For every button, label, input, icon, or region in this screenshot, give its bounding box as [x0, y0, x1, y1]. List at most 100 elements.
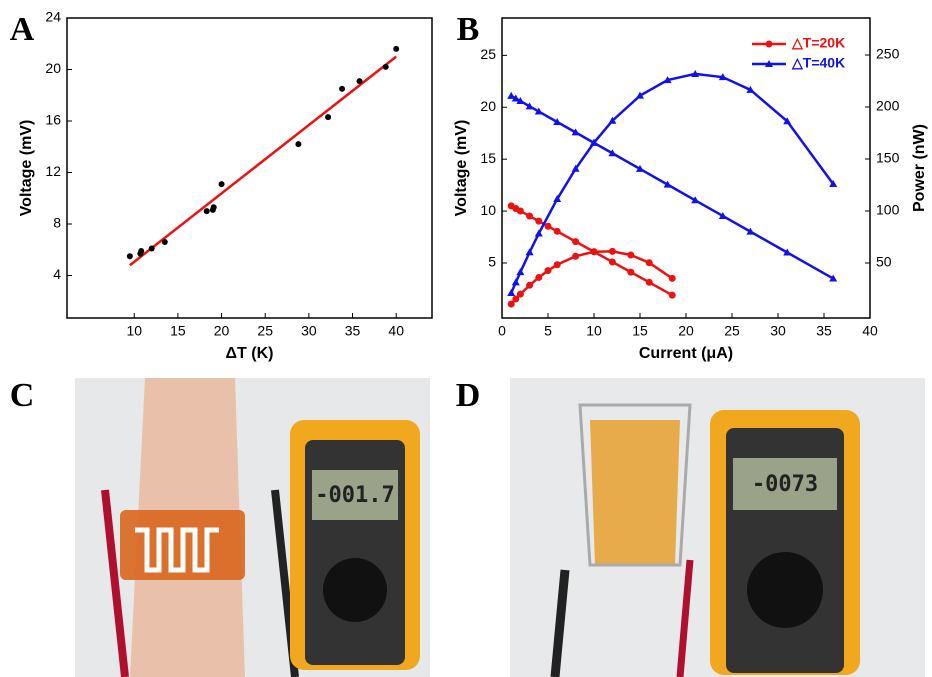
legend-label: △T=20K — [791, 35, 845, 51]
point — [572, 252, 580, 260]
legend-marker — [765, 40, 773, 48]
legend-marker — [765, 60, 773, 67]
point — [511, 278, 520, 286]
point — [512, 295, 520, 303]
point — [525, 102, 534, 110]
point — [516, 207, 524, 215]
point — [668, 274, 676, 282]
x-tick-label: 25 — [724, 323, 740, 339]
panel-label: A — [10, 11, 35, 48]
plot-frame — [66, 17, 433, 319]
point — [526, 212, 534, 220]
photo-c — [75, 378, 430, 677]
series-line — [510, 72, 835, 294]
point — [783, 117, 792, 125]
point — [148, 245, 155, 252]
panel-label: C — [10, 377, 35, 414]
point — [339, 85, 346, 92]
y-tick-label: 20 — [45, 60, 61, 76]
point — [553, 118, 562, 126]
point — [590, 248, 598, 256]
point — [572, 238, 580, 246]
x-tick-label: 20 — [678, 323, 694, 339]
point — [636, 164, 644, 172]
y-tick-label: 25 — [480, 46, 496, 62]
x-tick-label: 40 — [862, 323, 878, 339]
point — [507, 91, 516, 99]
point — [718, 73, 727, 81]
point — [571, 128, 580, 136]
point — [691, 196, 700, 204]
x-tick-label: 5 — [544, 323, 552, 339]
point — [829, 179, 838, 187]
point — [746, 227, 755, 235]
point — [507, 300, 515, 308]
y-tick-label: 12 — [45, 163, 61, 179]
point — [535, 273, 543, 281]
x-tick-label: 15 — [632, 323, 648, 339]
point — [203, 208, 210, 215]
panel-label: D — [456, 377, 481, 414]
point — [534, 229, 543, 237]
point — [636, 91, 644, 99]
point — [138, 248, 145, 255]
series-line — [510, 94, 834, 280]
point — [627, 251, 635, 259]
point — [590, 138, 598, 146]
y2-tick-label: 200 — [876, 98, 900, 114]
point — [126, 253, 133, 260]
x-tick-label: 25 — [257, 323, 273, 339]
x-tick-label: 10 — [126, 323, 142, 339]
x-tick-label: 35 — [816, 323, 832, 339]
x-tick-label: 20 — [214, 323, 230, 339]
y-axis-label: Voltage (mV) — [453, 120, 470, 217]
point — [553, 261, 561, 269]
x-axis-label: ΔT (K) — [226, 345, 274, 362]
point — [746, 85, 755, 93]
y2-tick-label: 50 — [876, 254, 892, 270]
point — [161, 239, 168, 246]
y-tick-label: 10 — [480, 202, 496, 218]
point — [668, 291, 676, 299]
x-tick-label: 40 — [388, 323, 404, 339]
point — [295, 141, 302, 148]
point — [516, 290, 524, 298]
fit-line — [129, 55, 397, 267]
point — [608, 116, 617, 124]
point — [544, 222, 552, 230]
x-tick-label: 35 — [345, 323, 361, 339]
point — [535, 217, 543, 225]
x-axis-label: Current (μA) — [639, 345, 733, 362]
point — [507, 289, 516, 297]
y-tick-label: 20 — [480, 98, 496, 114]
point — [663, 180, 672, 188]
photo-d — [510, 378, 925, 677]
x-tick-label: 10 — [586, 323, 602, 339]
point — [553, 227, 561, 235]
point — [829, 274, 838, 282]
point — [525, 248, 534, 256]
panel-label: B — [457, 11, 480, 48]
meter-display: -0073 — [752, 472, 818, 497]
point — [210, 204, 217, 211]
point — [516, 97, 525, 105]
point — [356, 78, 363, 85]
point — [627, 268, 635, 276]
point — [608, 258, 616, 266]
point — [526, 281, 534, 289]
y-tick-label: 5 — [488, 254, 496, 270]
y-tick-label: 4 — [53, 266, 61, 282]
x-tick-label: 30 — [770, 323, 786, 339]
y2-tick-label: 150 — [876, 150, 900, 166]
point — [645, 278, 653, 286]
point — [691, 69, 700, 77]
meter-display: -001.7 — [315, 483, 394, 508]
point — [516, 268, 525, 276]
y-tick-label: 16 — [45, 112, 61, 128]
legend-label: △T=40K — [791, 55, 845, 71]
y-axis-label: Voltage (mV) — [18, 120, 35, 217]
y-tick-label: 24 — [45, 9, 61, 25]
point — [534, 107, 543, 115]
point — [382, 63, 389, 70]
